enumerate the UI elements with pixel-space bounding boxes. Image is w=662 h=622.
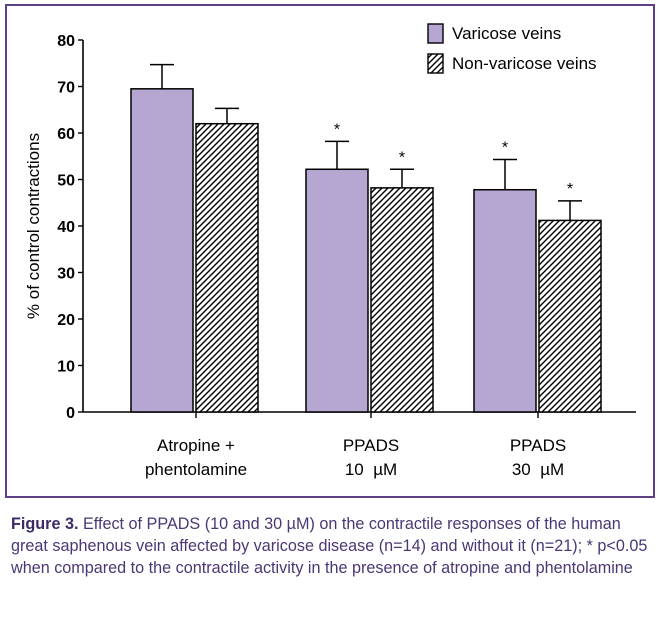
- x-tick-label: phentolamine: [145, 460, 247, 479]
- bar: [195, 122, 259, 413]
- y-tick-label: 30: [57, 266, 75, 283]
- y-tick-label: 20: [57, 312, 75, 329]
- bar: [130, 88, 194, 413]
- figure-caption: Figure 3. Effect of PPADS (10 and 30 µM)…: [11, 513, 657, 579]
- significance-marker: *: [334, 121, 340, 138]
- y-tick-label: 0: [66, 405, 75, 422]
- bar: [370, 187, 434, 413]
- caption-text: Effect of PPADS (10 and 30 µM) on the co…: [11, 515, 648, 577]
- legend-label: Varicose veins: [452, 24, 561, 43]
- bar: [473, 188, 537, 413]
- y-tick-label: 80: [57, 33, 75, 50]
- y-tick-label: 10: [57, 359, 75, 376]
- y-tick-label: 50: [57, 173, 75, 190]
- significance-marker: *: [502, 140, 508, 157]
- y-tick-label: 60: [57, 126, 75, 143]
- y-tick-label: 40: [57, 219, 75, 236]
- y-tick-label: 70: [57, 80, 75, 97]
- x-tick-label: 10 µM: [345, 460, 397, 479]
- x-tick-label: 30 µM: [512, 460, 564, 479]
- x-tick-label: PPADS: [343, 436, 399, 455]
- bar: [538, 219, 602, 413]
- significance-marker: *: [567, 181, 573, 198]
- significance-marker: *: [399, 149, 405, 166]
- x-tick-label: Atropine +: [157, 436, 235, 455]
- legend-swatch: [427, 23, 444, 44]
- x-tick-label: PPADS: [510, 436, 566, 455]
- bar: [305, 168, 369, 413]
- caption-label: Figure 3.: [11, 515, 79, 533]
- legend-label: Non-varicose veins: [452, 54, 597, 73]
- legend-swatch: [427, 53, 444, 74]
- y-axis-label: % of control contractions: [24, 133, 43, 319]
- bar-chart: % of control contractions 0 10 20 30 40 50 60 7…: [24, 23, 636, 479]
